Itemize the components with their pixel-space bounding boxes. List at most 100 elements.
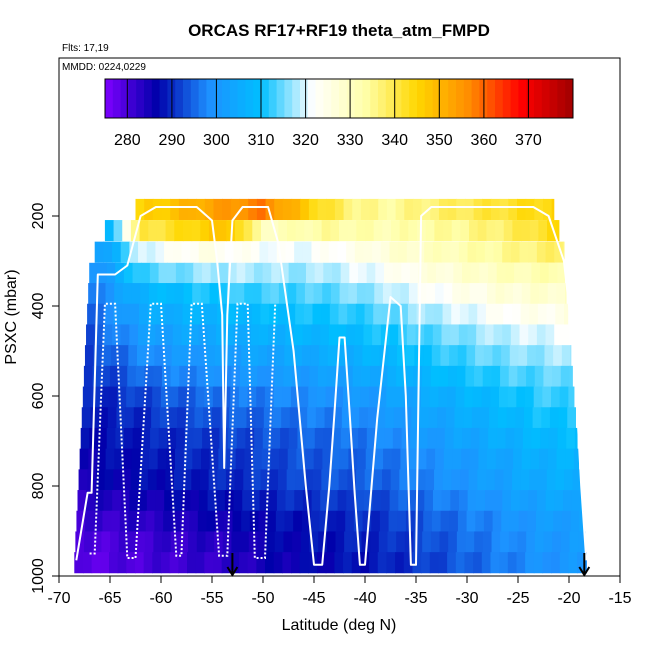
heat-cell: [369, 552, 379, 574]
heat-cell: [457, 510, 468, 532]
heat-cell: [156, 469, 166, 491]
heat-cell: [155, 324, 165, 346]
heat-cell: [296, 448, 306, 470]
heat-cell: [527, 510, 537, 532]
heat-cell: [400, 283, 410, 305]
heat-cell: [519, 490, 529, 512]
heat-cell: [154, 345, 164, 367]
heat-cell: [213, 198, 223, 220]
heat-cell: [557, 427, 567, 450]
heat-cell: [216, 241, 226, 263]
heat-cell: [108, 552, 119, 574]
colorbar-segment: [190, 79, 200, 118]
heat-cell: [141, 427, 151, 450]
heat-cell: [452, 283, 462, 305]
heat-cell: [171, 510, 182, 532]
heat-cell: [336, 510, 346, 532]
heat-cell: [251, 303, 262, 325]
heat-cell: [223, 345, 233, 367]
heat-cell: [528, 490, 538, 512]
heat-cell: [116, 407, 126, 429]
heat-cell: [289, 407, 300, 429]
heat-cell: [386, 386, 396, 408]
heat-cell: [559, 386, 569, 408]
arrow-markers: [226, 553, 591, 577]
colorbar-segment: [268, 79, 278, 118]
colorbar-segment: [229, 79, 239, 118]
heat-cell: [79, 448, 89, 470]
heat-cell: [556, 448, 566, 470]
heat-cell: [265, 552, 275, 574]
heat-cell: [390, 469, 400, 491]
heat-cell: [231, 365, 241, 387]
heat-cell: [397, 510, 407, 532]
heat-cell: [464, 198, 475, 220]
heat-cell: [528, 324, 538, 346]
heat-cell: [120, 490, 131, 512]
heat-cell: [519, 241, 529, 263]
heat-cell: [131, 283, 141, 305]
heat-cell: [362, 510, 372, 532]
heat-cell: [482, 198, 492, 220]
heat-cell: [482, 365, 492, 387]
heat-cell: [184, 427, 195, 450]
heat-cell: [424, 324, 434, 346]
heat-cell: [190, 241, 200, 263]
heat-cell: [368, 386, 379, 408]
heat-cell: [263, 407, 274, 429]
heat-cell: [443, 283, 453, 305]
heat-cell: [488, 427, 498, 450]
heat-cell: [76, 510, 86, 532]
heat-cell: [449, 510, 459, 532]
heat-cell: [538, 220, 548, 242]
heat-cell: [231, 531, 241, 553]
heat-cell: [393, 407, 404, 429]
heat-cell: [348, 283, 358, 305]
heat-cell: [558, 407, 568, 429]
heat-cell: [356, 469, 366, 491]
colorbar-segment: [541, 79, 551, 118]
heat-cell: [331, 448, 341, 470]
heat-cell: [577, 552, 587, 574]
heat-cell: [389, 490, 399, 512]
heat-cell: [477, 469, 487, 491]
heat-cell: [295, 469, 305, 491]
heat-cell: [438, 198, 449, 220]
heat-cell: [179, 531, 189, 553]
heat-cell: [243, 469, 253, 491]
heat-cell: [146, 324, 156, 346]
colorbar-segment: [417, 79, 426, 118]
heat-cell: [248, 531, 259, 553]
heat-cell: [179, 365, 189, 387]
heat-cell: [104, 303, 114, 325]
heat-cell: [252, 220, 262, 242]
heat-cell: [520, 303, 530, 325]
heat-cell: [410, 427, 420, 450]
heat-cell: [533, 552, 544, 574]
heat-cell: [553, 510, 563, 532]
colorbar-segment: [183, 79, 192, 118]
heat-cell: [320, 324, 330, 346]
heat-cell: [379, 510, 390, 532]
heat-cell: [227, 448, 237, 470]
heat-cell: [96, 283, 107, 305]
heat-cell: [221, 552, 231, 574]
heat-cell: [539, 448, 549, 470]
heat-cell: [91, 386, 101, 408]
heat-cell: [451, 220, 461, 242]
heat-cell: [74, 552, 84, 574]
heat-cell: [153, 365, 163, 387]
heat-cell: [396, 531, 406, 553]
x-tick-label: -65: [98, 590, 121, 607]
heat-cell: [119, 345, 129, 367]
heat-cell: [511, 303, 522, 325]
heat-cell: [134, 386, 145, 408]
heat-cell: [291, 552, 301, 574]
heat-cell: [185, 407, 196, 429]
heat-cell: [560, 531, 571, 553]
heat-cell: [310, 510, 320, 532]
heat-cell: [275, 345, 285, 367]
heat-cell: [199, 469, 210, 491]
heat-cell: [450, 241, 460, 263]
heat-cell: [469, 220, 479, 242]
